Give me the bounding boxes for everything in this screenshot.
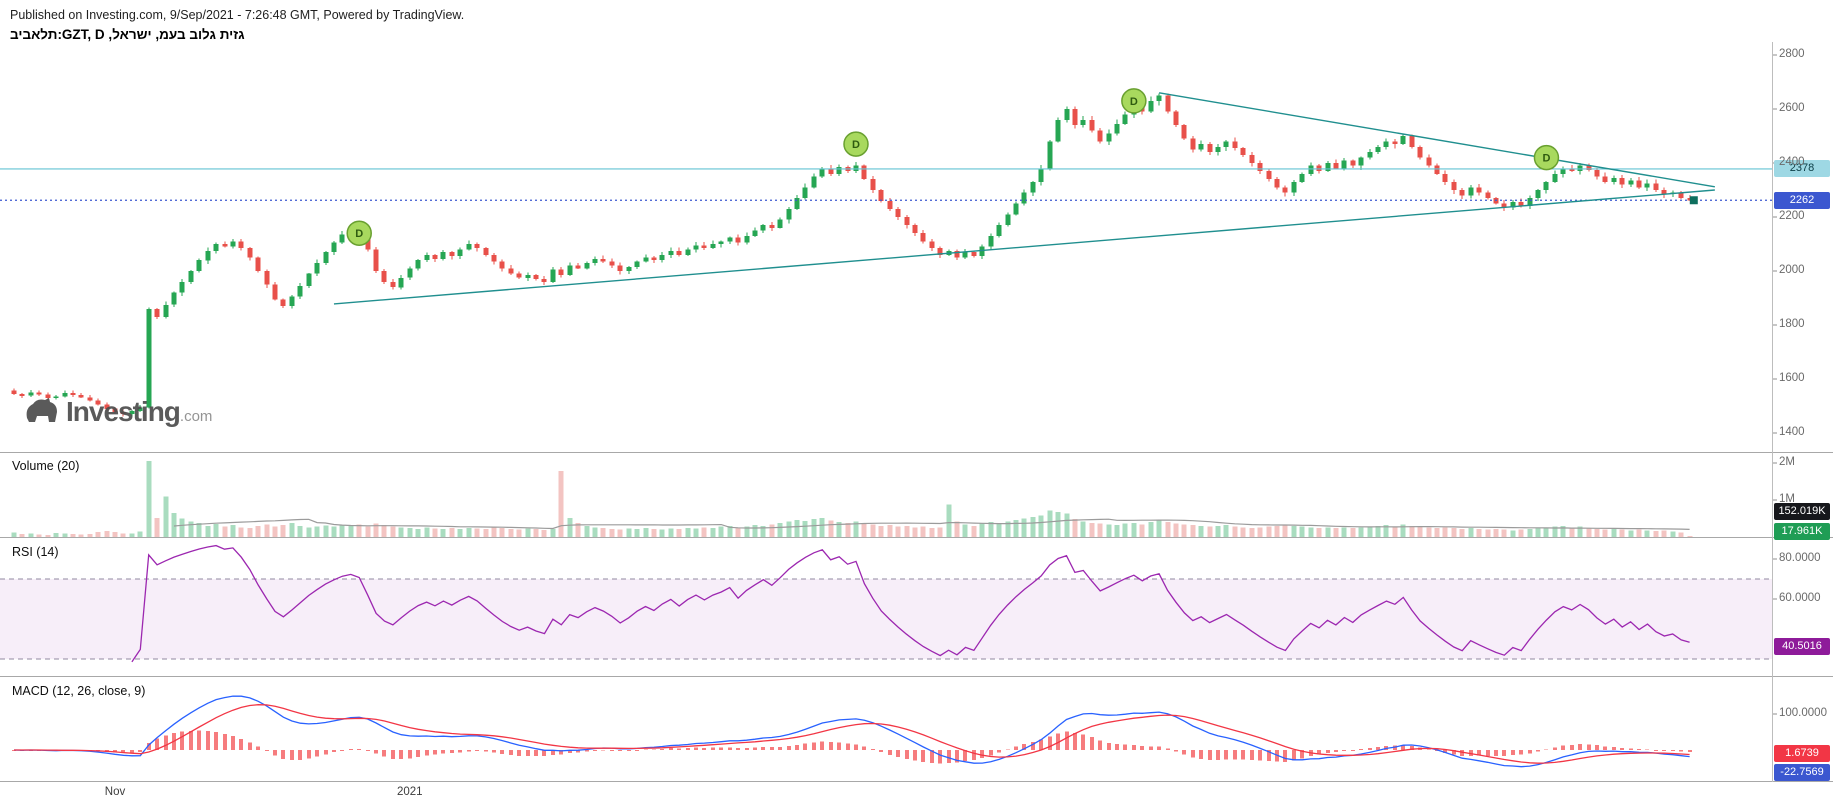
last-price-badge: 2262 — [1774, 192, 1830, 209]
scale-tick-label: 2M — [1779, 456, 1795, 468]
macd-line — [13, 695, 1690, 768]
dividend-marker-letter: D — [852, 139, 860, 151]
rsi-pane-title: RSI (14) — [12, 545, 59, 559]
rsi-value-badge: 40.5016 — [1774, 638, 1830, 655]
volume-ma-line — [173, 518, 1690, 530]
volume-series — [11, 461, 1693, 538]
investing-logo-icon — [26, 398, 57, 422]
dividend-marker-letter: D — [1542, 153, 1550, 165]
rsi-line — [131, 544, 1690, 663]
scale-tick-label: 100.0000 — [1779, 707, 1827, 719]
time-axis-label: 2021 — [396, 786, 423, 798]
last-price-marker[interactable] — [1689, 196, 1698, 205]
scale-tick-label: 2600 — [1779, 102, 1805, 114]
dividend-marker-letter: D — [1130, 96, 1138, 108]
volume-ma-badge: 152.019K — [1774, 503, 1830, 520]
scale-tick-label: 1800 — [1779, 318, 1805, 330]
pane-separator[interactable] — [0, 537, 1833, 538]
investing-watermark: Investing.com — [24, 396, 212, 428]
scale-tick-label: 1M — [1779, 493, 1795, 505]
scale-tick-label: 80.0000 — [1779, 552, 1821, 564]
right-price-scale[interactable] — [1772, 42, 1833, 782]
candlestick-series — [11, 93, 1693, 417]
scale-tick-label: 1400 — [1779, 426, 1805, 438]
symbol-title: תלאביב:GZT, D ,גזית גלוב בעמ, ישראל — [10, 27, 245, 42]
volume-value-badge: 17.961K — [1774, 523, 1830, 540]
scale-tick-label: 2800 — [1779, 48, 1805, 60]
macd-pane-title: MACD (12, 26, close, 9) — [12, 684, 146, 698]
watermark-wordmark: Investing.com — [66, 396, 212, 428]
published-line: Published on Investing.com, 9/Sep/2021 -… — [10, 8, 465, 22]
macd-pane-series — [12, 695, 1692, 768]
macd-hist-value-badge: 1.6739 — [1774, 745, 1830, 762]
time-axis-label: Nov — [104, 786, 126, 798]
price-scale-border — [1772, 42, 1773, 782]
pane-separator[interactable] — [0, 781, 1833, 782]
trendline[interactable] — [1159, 92, 1715, 188]
scale-tick-label: 2200 — [1779, 210, 1805, 222]
pane-separator[interactable] — [0, 676, 1833, 677]
scale-tick-label: 60.0000 — [1779, 592, 1821, 604]
volume-pane-title: Volume (20) — [12, 459, 80, 473]
dividend-marker-letter: D — [355, 228, 363, 240]
dividend-marker[interactable]: D — [1533, 144, 1560, 171]
rsi-band — [0, 578, 1772, 660]
dividend-marker[interactable]: D — [346, 220, 372, 246]
watermark-brand: Investing — [66, 396, 181, 427]
scale-tick-label: 2400 — [1779, 156, 1805, 168]
macd-signal-line — [14, 704, 1690, 764]
dividend-marker[interactable]: D — [1121, 88, 1147, 114]
watermark-suffix: .com — [179, 408, 213, 425]
dividend-marker[interactable]: D — [843, 131, 869, 157]
price-line-badge: 2378 — [1774, 160, 1830, 177]
macd-value-badge: -22.7569 — [1774, 764, 1830, 781]
scale-tick-label: 1600 — [1779, 372, 1805, 384]
trendline[interactable] — [333, 189, 1715, 305]
scale-tick-label: 2000 — [1779, 264, 1805, 276]
macd-histogram — [12, 730, 1692, 764]
time-axis[interactable]: Nov 2021 — [0, 786, 1772, 806]
pane-separator[interactable] — [0, 452, 1833, 453]
